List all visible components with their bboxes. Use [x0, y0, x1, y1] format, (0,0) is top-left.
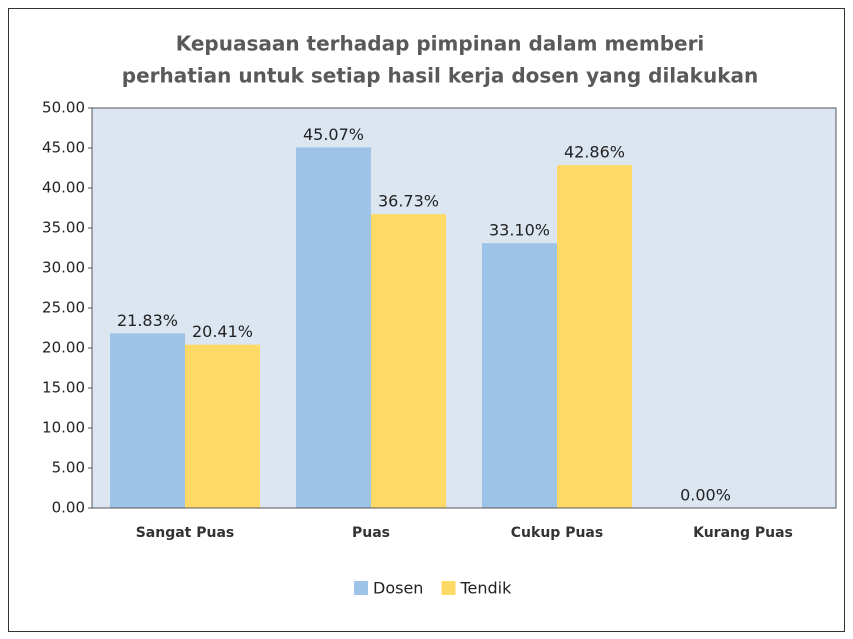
x-tick-label: Sangat Puas — [136, 525, 235, 541]
y-tick-label: 0.00 — [52, 499, 85, 517]
y-tick-label: 45.00 — [42, 139, 85, 157]
y-tick-label: 30.00 — [42, 259, 85, 277]
y-tick-label: 10.00 — [42, 419, 85, 437]
value-label: 20.41% — [192, 322, 253, 341]
y-tick-label: 40.00 — [42, 179, 85, 197]
value-label: 21.83% — [117, 311, 178, 330]
chart-title: Kepuasaan terhadap pimpinan dalam member… — [176, 32, 705, 56]
bar — [296, 147, 371, 508]
x-tick-label: Puas — [352, 525, 390, 541]
y-tick-label: 15.00 — [42, 379, 85, 397]
value-label: 42.86% — [564, 143, 625, 162]
legend-swatch — [441, 581, 456, 595]
y-tick-label: 50.00 — [42, 99, 85, 117]
value-label: 36.73% — [378, 192, 439, 211]
legend-swatch — [354, 581, 368, 595]
y-tick-label: 25.00 — [42, 299, 85, 317]
value-label: 0.00% — [680, 486, 731, 505]
bar — [185, 344, 260, 508]
value-label: 45.07% — [303, 125, 364, 144]
bar — [371, 214, 446, 508]
bar — [110, 333, 185, 508]
y-tick-label: 5.00 — [52, 459, 85, 477]
bar — [482, 243, 557, 508]
legend-label: Dosen — [373, 579, 423, 598]
x-tick-label: Cukup Puas — [511, 525, 603, 541]
x-tick-label: Kurang Puas — [693, 525, 793, 541]
value-label: 33.10% — [489, 221, 550, 240]
y-tick-label: 20.00 — [42, 339, 85, 357]
y-tick-label: 35.00 — [42, 219, 85, 237]
chart-title: perhatian untuk setiap hasil kerja dosen… — [122, 64, 758, 88]
legend-label: Tendik — [459, 579, 512, 598]
bar — [557, 165, 632, 508]
